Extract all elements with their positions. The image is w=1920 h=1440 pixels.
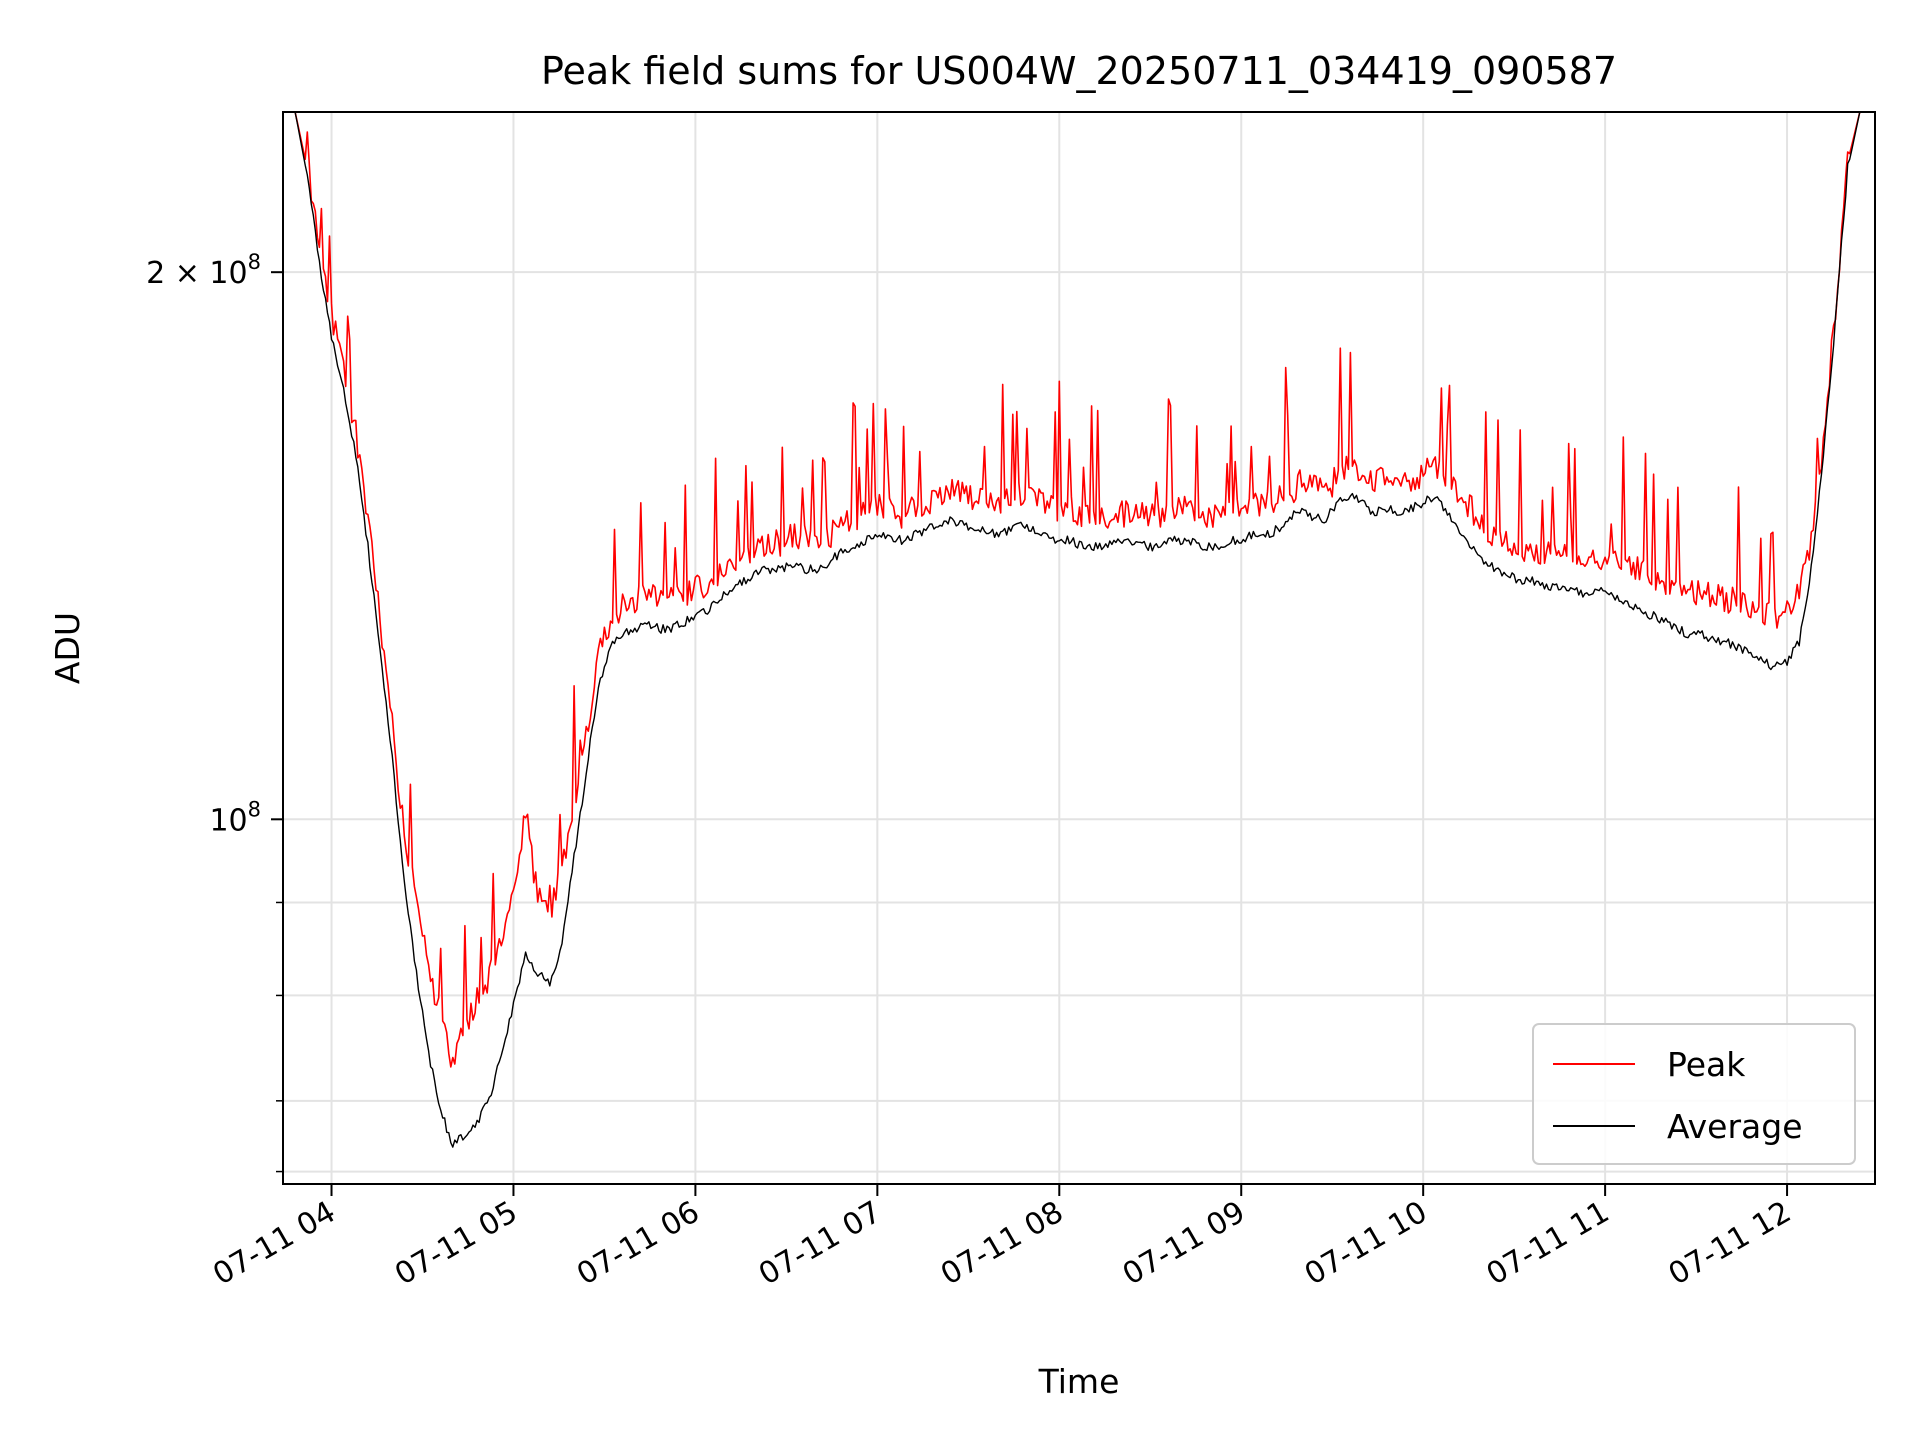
y-tick-label: 108 bbox=[209, 797, 261, 838]
x-axis: 07-11 04 07-11 05 07-11 06 07-11 07 07-11 08… bbox=[207, 1184, 1797, 1292]
x-tick-label: 07-11 11 bbox=[1481, 1195, 1615, 1293]
y-axis-label: ADU bbox=[48, 612, 87, 684]
plot-frame bbox=[282, 111, 1876, 1185]
x-tick-label: 07-11 06 bbox=[571, 1195, 705, 1293]
x-tick-label: 07-11 05 bbox=[389, 1195, 523, 1293]
series-line-peak bbox=[283, 111, 1872, 1068]
x-tick-label: 07-11 12 bbox=[1663, 1195, 1797, 1293]
legend-label-average: Average bbox=[1667, 1107, 1803, 1146]
x-axis-label: Time bbox=[1038, 1362, 1120, 1401]
legend-label-peak: Peak bbox=[1667, 1045, 1746, 1084]
y-axis: 108 2 × 108 bbox=[146, 250, 283, 1173]
chart-title: Peak field sums for US004W_20250711_0344… bbox=[541, 49, 1617, 93]
x-tick-label: 07-11 09 bbox=[1117, 1195, 1251, 1293]
x-tick-label: 07-11 07 bbox=[753, 1195, 887, 1293]
x-tick-label: 07-11 04 bbox=[207, 1195, 341, 1293]
series-lines bbox=[283, 111, 1872, 1148]
x-tick-label: 07-11 08 bbox=[935, 1195, 1069, 1293]
y-tick-label: 2 × 108 bbox=[146, 250, 261, 291]
legend: Peak Average bbox=[1532, 1023, 1856, 1165]
x-tick-label: 07-11 10 bbox=[1299, 1195, 1433, 1293]
series-line-average bbox=[283, 111, 1872, 1148]
legend-box bbox=[1532, 1023, 1856, 1165]
